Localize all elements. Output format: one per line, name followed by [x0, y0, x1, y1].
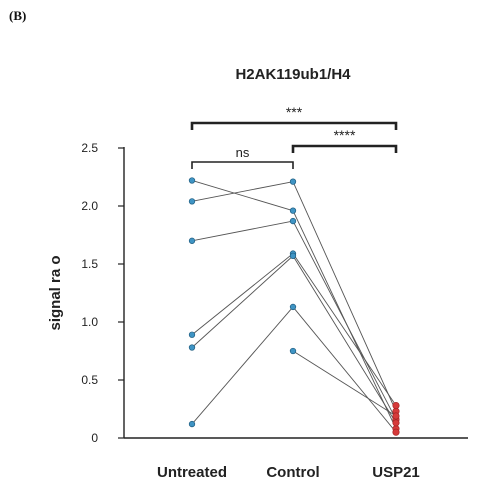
series-line: [191, 306, 294, 425]
data-point: [188, 198, 196, 205]
y-tick-label: 0: [91, 431, 98, 445]
significance-label: ns: [236, 145, 250, 160]
data-point: [289, 207, 297, 214]
data-point: [188, 420, 196, 428]
series-line: [191, 181, 294, 202]
data-point: [289, 252, 297, 260]
y-tick-label: 1.0: [81, 315, 98, 329]
data-point: [289, 178, 297, 185]
data-point: [392, 412, 400, 420]
significance-label: ***: [286, 104, 303, 120]
series-line: [292, 220, 397, 420]
data-point: [289, 303, 297, 311]
series-line: [191, 220, 294, 242]
data-point: [289, 347, 297, 355]
y-tick-label: 0.5: [81, 373, 98, 387]
data-point: [392, 401, 400, 410]
series-line: [191, 180, 294, 212]
series-line: [292, 253, 397, 406]
x-tick-label: USP21: [372, 464, 420, 481]
series-line: [292, 306, 397, 433]
data-point: [188, 344, 196, 351]
y-tick-label: 1.5: [81, 257, 98, 271]
series-line: [292, 255, 397, 424]
panel-label: (B): [9, 8, 27, 23]
x-tick-label: Control: [266, 464, 319, 481]
x-tick-label: Untreated: [157, 464, 227, 481]
data-point: [289, 217, 297, 225]
series-line: [191, 255, 294, 348]
significance-bracket: [191, 161, 294, 169]
data-point: [188, 177, 196, 184]
data-point: [392, 419, 400, 427]
y-tick-label: 2.0: [81, 199, 98, 213]
y-tick-label: 2.5: [81, 141, 98, 155]
significance-bracket: [291, 144, 398, 153]
series-line: [292, 181, 397, 412]
data-point: [188, 237, 196, 244]
significance-bracket: [190, 121, 398, 130]
data-point: [392, 428, 400, 436]
data-point: [188, 331, 196, 338]
significance-label: ****: [334, 127, 356, 143]
series-line: [191, 253, 294, 336]
series-line: [292, 350, 397, 417]
chart-title: H2AK119ub1/H4: [235, 66, 351, 83]
y-axis-label: signal ra o: [47, 255, 64, 330]
